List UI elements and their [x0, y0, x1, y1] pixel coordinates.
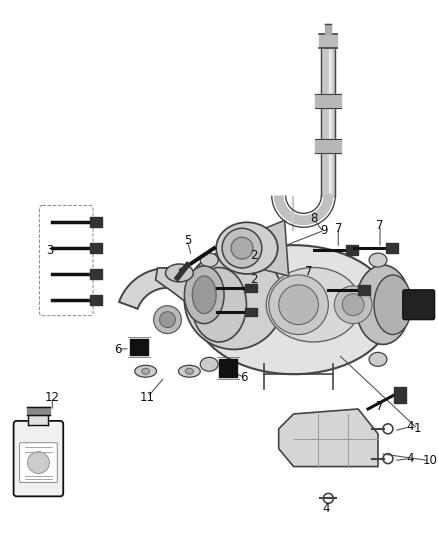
FancyBboxPatch shape — [14, 421, 63, 496]
Ellipse shape — [369, 352, 387, 366]
Text: 7: 7 — [376, 219, 384, 232]
Ellipse shape — [222, 228, 262, 268]
Ellipse shape — [369, 253, 387, 267]
Text: 12: 12 — [45, 391, 60, 403]
Ellipse shape — [374, 275, 412, 335]
Text: 8: 8 — [310, 212, 317, 225]
Text: 2: 2 — [250, 273, 258, 286]
Text: 11: 11 — [140, 391, 155, 403]
Ellipse shape — [200, 357, 218, 372]
PathPatch shape — [119, 268, 216, 309]
Ellipse shape — [159, 312, 176, 328]
Text: 4: 4 — [406, 452, 413, 465]
Ellipse shape — [279, 285, 318, 325]
Text: 4: 4 — [406, 421, 413, 433]
Ellipse shape — [185, 368, 193, 374]
FancyBboxPatch shape — [20, 443, 57, 482]
Text: 1: 1 — [414, 422, 421, 435]
Ellipse shape — [166, 264, 193, 282]
Text: 7: 7 — [305, 265, 312, 278]
Ellipse shape — [184, 250, 284, 350]
Text: 2: 2 — [250, 248, 258, 262]
Text: 6: 6 — [114, 343, 122, 356]
Ellipse shape — [141, 368, 150, 374]
Text: 10: 10 — [422, 454, 437, 467]
Ellipse shape — [28, 451, 49, 473]
Text: 4: 4 — [323, 502, 330, 515]
Polygon shape — [265, 220, 289, 276]
Text: 6: 6 — [240, 371, 248, 384]
Ellipse shape — [342, 294, 364, 316]
Ellipse shape — [178, 365, 200, 377]
Ellipse shape — [266, 268, 360, 342]
Text: 3: 3 — [47, 244, 54, 256]
Ellipse shape — [184, 266, 224, 324]
Ellipse shape — [356, 265, 410, 344]
Ellipse shape — [135, 365, 156, 377]
Ellipse shape — [192, 268, 247, 342]
Text: 9: 9 — [321, 224, 328, 237]
Text: 5: 5 — [184, 233, 191, 247]
Ellipse shape — [269, 275, 328, 335]
Text: 7: 7 — [376, 400, 384, 414]
FancyBboxPatch shape — [403, 290, 434, 320]
Text: 7: 7 — [335, 222, 342, 235]
Polygon shape — [279, 409, 378, 466]
Ellipse shape — [194, 245, 393, 374]
Ellipse shape — [192, 276, 216, 313]
Ellipse shape — [216, 222, 278, 274]
Ellipse shape — [231, 237, 253, 259]
Ellipse shape — [334, 286, 372, 324]
Polygon shape — [155, 268, 199, 302]
Ellipse shape — [154, 306, 181, 334]
Ellipse shape — [200, 253, 218, 267]
